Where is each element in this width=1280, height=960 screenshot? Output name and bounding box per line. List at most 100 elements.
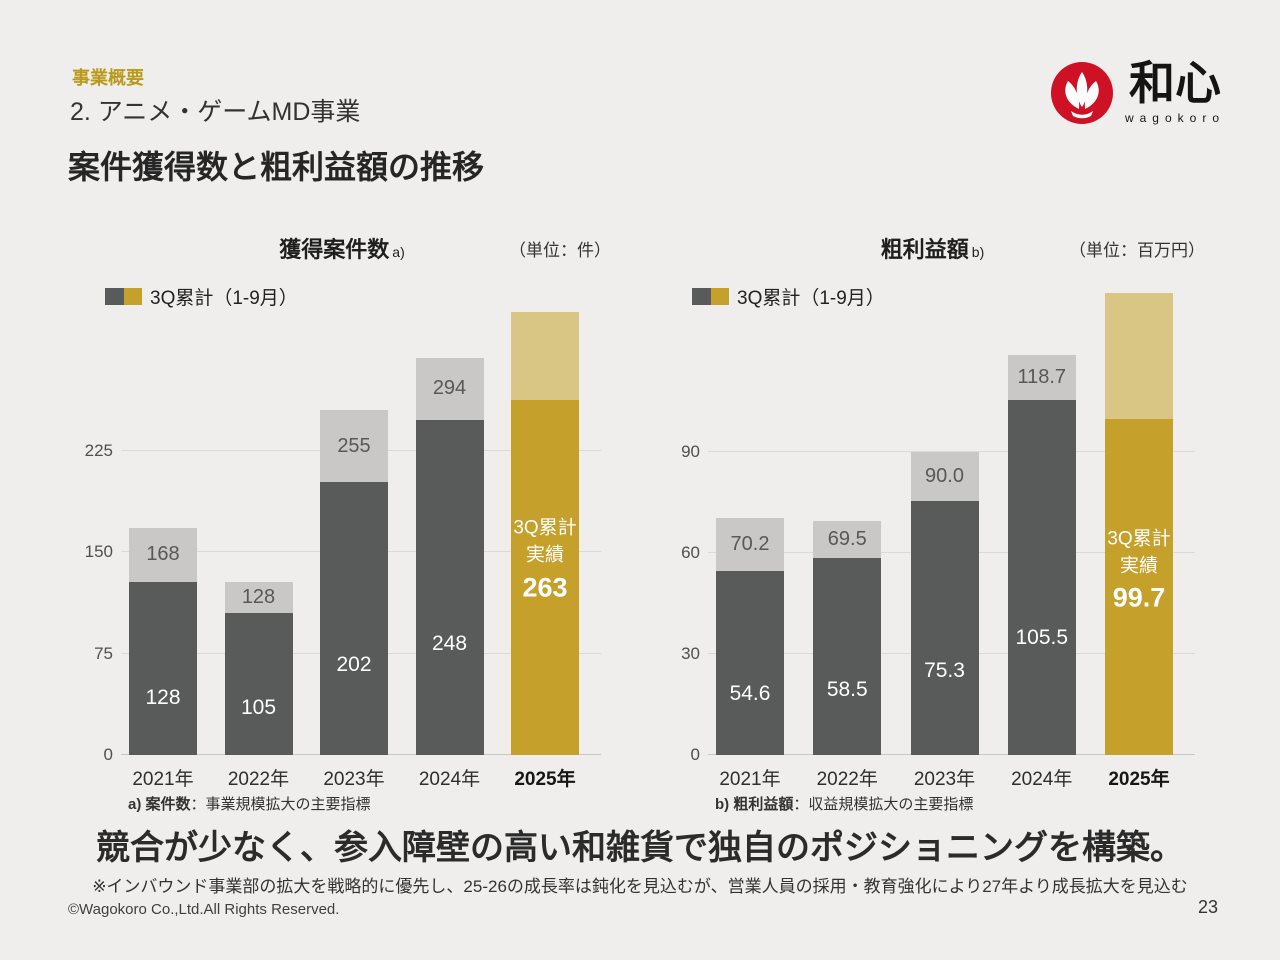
- y-tick-label: 0: [103, 745, 113, 764]
- page-title: 案件獲得数と粗利益額の推移: [68, 149, 485, 185]
- category-label: 2022年: [816, 769, 878, 790]
- total-value-label: 118.7: [1017, 365, 1067, 388]
- y-tick-label: 75: [94, 643, 113, 663]
- legend-swatch-dark: [692, 288, 711, 305]
- legend-label: 3Q累計（1-9月）: [150, 288, 298, 309]
- highlight-line1: 3Q累計: [1107, 528, 1171, 550]
- bars-row: 128 168 2021年 105 128 2022年 202 255 2023年 248 294 2…: [121, 290, 601, 790]
- bar-segment-3q: 128: [129, 581, 197, 755]
- bar-2025年: 3Q累計 実績 263 2025年: [511, 290, 579, 790]
- highlight-label: 3Q累計実績 263: [501, 516, 589, 603]
- chart-footnote-text: ：収益規模拡大の主要指標: [793, 796, 974, 813]
- bar-2022年: 58.5 69.5 2022年: [813, 290, 882, 790]
- section-title: 2. アニメ・ゲームMD事業: [70, 98, 361, 126]
- bar-segment-3q: 248: [415, 419, 484, 755]
- bar-2023年: 75.3 90.0 2023年: [910, 290, 979, 790]
- brand-wordmark: 和心 wagokoro: [1124, 58, 1225, 126]
- gridline: [708, 450, 1195, 452]
- bar-segment-full-year: 168: [129, 527, 197, 582]
- y-tick-label: 0: [690, 745, 700, 764]
- legend-swatch-gold: [710, 288, 729, 305]
- total-value-label: 128: [241, 586, 276, 609]
- bar-segment-3q: 58.5: [813, 557, 882, 755]
- q3-value-label: 105: [240, 696, 277, 720]
- bar-segment-3q-actual: 3Q累計 実績 99.7: [1105, 419, 1173, 755]
- bar-2022年: 105 128 2022年: [224, 290, 293, 790]
- chart-title: 粗利益額 b): [660, 232, 1205, 264]
- bar-segment-projection: [1105, 293, 1173, 420]
- bar-segment-full-year: 69.5: [813, 520, 882, 558]
- bar-segment-full-year: 294: [415, 357, 484, 420]
- q3-value-label: 248: [431, 632, 468, 656]
- bar-2021年: 54.6 70.2 2021年: [716, 290, 784, 790]
- unit-label: （単位：件）: [509, 241, 611, 260]
- bar-2023年: 202 255 2023年: [320, 290, 388, 790]
- category-label: 2024年: [418, 769, 481, 790]
- bars-row: 54.6 70.2 2021年 58.5 69.5 2022年 75.3 90.0 2023年 1…: [708, 290, 1195, 790]
- y-tick-label: 225: [84, 440, 113, 460]
- category-label: 2022年: [227, 769, 290, 790]
- chart-footnote-label: a) 案件数: [128, 796, 191, 813]
- bar-segment-full-year: 255: [320, 410, 388, 482]
- legend-swatch: [105, 288, 142, 305]
- q3-value-label: 128: [145, 685, 181, 709]
- chart-title-note: b): [971, 244, 985, 260]
- bottom-note: ※インバウンド事業部の拡大を戦略的に優先し、25-26の成長率は鈍化を見込むが、…: [92, 877, 1188, 896]
- plot-area: 0 30 60 90 54.6 70.2 2021年 58.5 69.5 2022年 75.3 90.…: [681, 290, 1195, 790]
- chart-title-note: a): [392, 244, 405, 260]
- y-tick-label: 60: [681, 542, 700, 562]
- bar-segment-3q: 75.3: [910, 501, 979, 755]
- bar-segment-3q: 202: [320, 481, 388, 755]
- legend-label: 3Q累計（1-9月）: [737, 288, 885, 309]
- total-value-label: 168: [146, 543, 180, 566]
- bar-segment-full-year: 128: [224, 582, 293, 614]
- chart-footnote-text: ：事業規模拡大の主要指標: [190, 796, 371, 813]
- total-value-label: 294: [432, 377, 467, 400]
- bar-2024年: 105.5 118.7 2024年: [1007, 290, 1076, 790]
- highlight-label: 3Q累計 実績 99.7: [1095, 527, 1183, 614]
- chart-title-text: 獲得案件数: [279, 237, 390, 262]
- bar-segment-3q: 54.6: [716, 571, 784, 755]
- bar-2024年: 248 294 2024年: [415, 290, 484, 790]
- bar-segment-full-year: 90.0: [910, 451, 979, 502]
- eyebrow-label: 事業概要: [72, 68, 144, 88]
- y-tick-label: 150: [84, 542, 113, 562]
- bar-segment-3q: 105.5: [1007, 399, 1076, 755]
- legend: 3Q累計（1-9月）: [105, 283, 298, 310]
- category-label: 2023年: [913, 769, 976, 790]
- total-value-label: 69.5: [827, 527, 867, 550]
- highlight-line1: 3Q累計: [513, 517, 577, 539]
- y-tick-label: 30: [681, 643, 700, 663]
- category-label: 2021年: [719, 769, 781, 790]
- legend-swatch: [692, 288, 729, 305]
- bar-segment-3q-actual: 3Q累計実績 263: [511, 399, 579, 755]
- plot-area: 0 75 150 225 128 168 2021年 105 128 2022年 202 255 202…: [85, 290, 601, 790]
- q3-value-label: 54.6: [729, 682, 771, 706]
- chart-footnote-label: b) 粗利益額: [715, 796, 794, 813]
- y-tick-label: 90: [681, 441, 700, 461]
- legend-swatch-gold: [123, 288, 142, 305]
- brand-name: 和心: [1128, 58, 1221, 109]
- highlight-line2: 実績: [525, 544, 564, 566]
- q3-value-label: 105.5: [1015, 625, 1069, 649]
- key-message: 競合が少なく、参入障壁の高い和雑貨で独自のポジショニングを構築。: [96, 829, 1184, 867]
- copyright: ©Wagokoro Co.,Ltd.All Rights Reserved.: [68, 901, 340, 918]
- chart-gross-profit: 粗利益額 b) （単位：百万円） 3Q累計（1-9月） 0 30 60 90 54.6 70…: [660, 228, 1205, 813]
- bar-segment-3q: 105: [224, 613, 293, 755]
- page-number: 23: [1197, 897, 1218, 917]
- camellia-flower-icon: [1049, 60, 1115, 131]
- bar-segment-projection: [511, 311, 579, 400]
- total-value-label: 70.2: [730, 533, 770, 556]
- category-label: 2021年: [132, 769, 194, 790]
- category-label: 2024年: [1011, 769, 1073, 790]
- highlight-value: 263: [522, 572, 568, 603]
- category-label: 2023年: [323, 769, 385, 790]
- q3-value-label: 58.5: [826, 677, 868, 701]
- legend: 3Q累計（1-9月）: [692, 283, 885, 310]
- chart-acquired-projects: 獲得案件数 a) （単位：件） 3Q累計（1-9月） 0 75 150 225 128 16…: [73, 228, 611, 813]
- chart-title-text: 粗利益額: [880, 237, 969, 262]
- legend-swatch-dark: [105, 288, 124, 305]
- total-value-label: 90.0: [925, 465, 964, 488]
- category-label: 2025年: [1108, 769, 1170, 790]
- brand-roman-name: wagokoro: [1124, 111, 1225, 126]
